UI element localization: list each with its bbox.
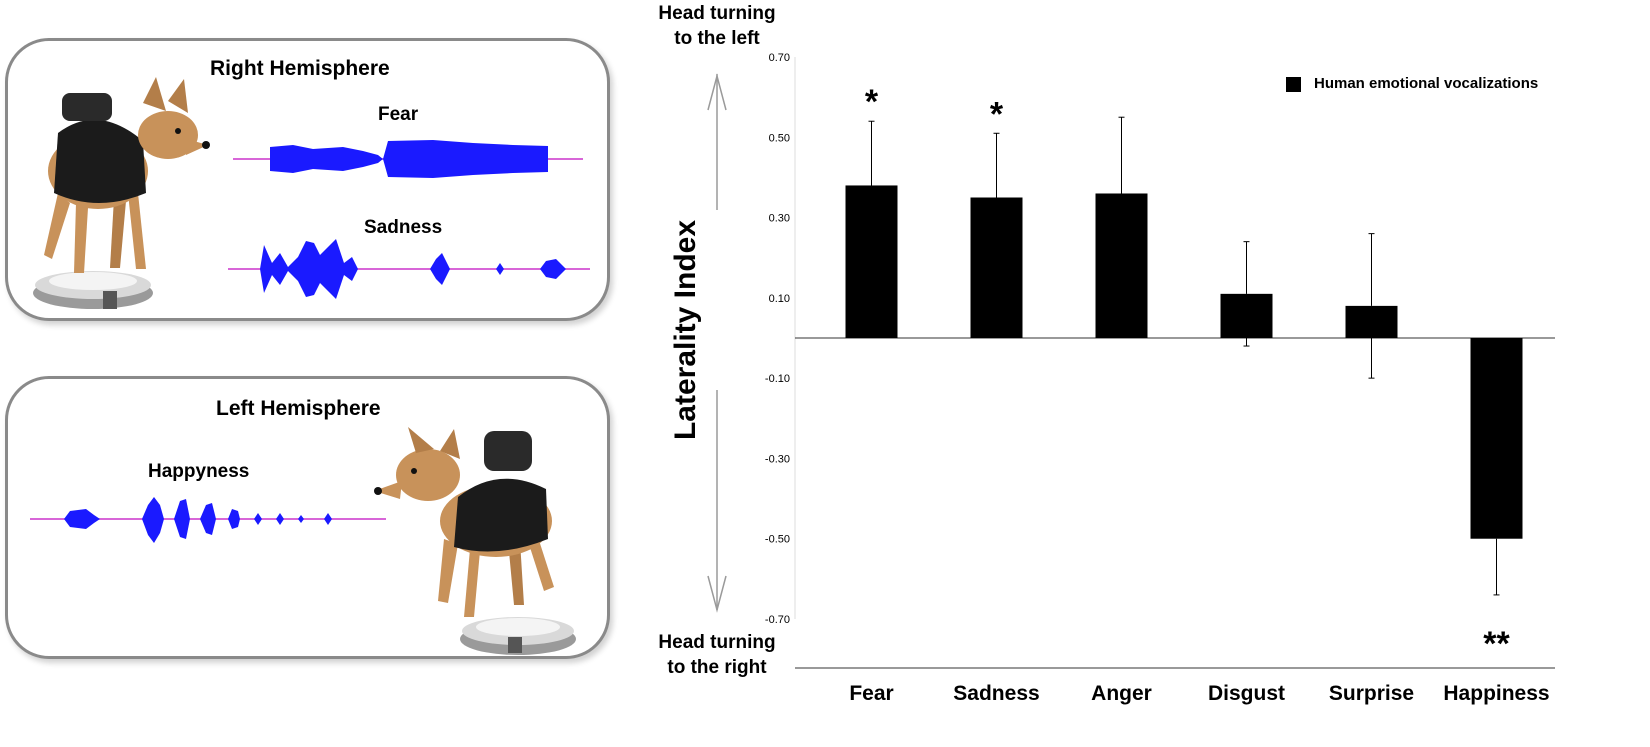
legend-swatch [1286, 77, 1301, 92]
x-tick-label: Fear [849, 682, 893, 705]
waveform-icon [233, 140, 583, 178]
head-right-line1: Head turning [658, 632, 776, 653]
head-right-line2: to the right [667, 657, 767, 678]
x-tick-label: Anger [1091, 682, 1152, 705]
y-tick-label: 0.50 [769, 132, 790, 144]
left-hemisphere-title: Left Hemisphere [216, 397, 381, 420]
y-tick-label: -0.70 [765, 614, 790, 626]
x-tick-label: Sadness [953, 682, 1039, 705]
dog-figure-icon [33, 77, 210, 309]
right-hemisphere-title: Right Hemisphere [210, 57, 390, 80]
head-left-line1: Head turning [658, 3, 776, 24]
dog-figure-icon [374, 427, 576, 655]
head-left-line2: to the left [674, 28, 760, 49]
waveform-icon [228, 239, 590, 299]
x-tick-label: Happiness [1443, 682, 1549, 705]
head-turning-left-note: Head turning to the left [612, 1, 822, 51]
bar [845, 185, 898, 338]
right-hemisphere-panel: Right Hemisphere Fear Sadness [5, 38, 610, 321]
significance-marker: * [990, 95, 1004, 133]
bar [1470, 338, 1523, 539]
waveform-icon [30, 497, 386, 543]
bar [1095, 193, 1148, 338]
x-tick-label: Surprise [1329, 682, 1414, 705]
y-tick-label: -0.50 [765, 534, 790, 546]
head-turning-right-note: Head turning to the right [602, 630, 832, 680]
significance-marker: ** [1483, 625, 1510, 663]
significance-marker: * [865, 83, 879, 121]
y-tick-label: -0.10 [765, 373, 790, 385]
left-hemisphere-panel: Left Hemisphere Happyness [5, 376, 610, 659]
bar [1220, 293, 1273, 338]
bar [970, 197, 1023, 338]
wave-label-sadness: Sadness [364, 217, 443, 238]
wave-label-happyness: Happyness [148, 461, 250, 482]
bar [1345, 305, 1398, 338]
double-arrow-icon [707, 73, 727, 613]
y-tick-label: -0.30 [765, 453, 790, 465]
y-tick-label: 0.10 [769, 293, 790, 305]
wave-label-fear: Fear [378, 104, 419, 125]
y-tick-label: 0.70 [769, 52, 790, 64]
legend-label: Human emotional vocalizations [1314, 75, 1539, 92]
y-tick-label: 0.30 [769, 213, 790, 225]
x-tick-label: Disgust [1208, 682, 1285, 705]
